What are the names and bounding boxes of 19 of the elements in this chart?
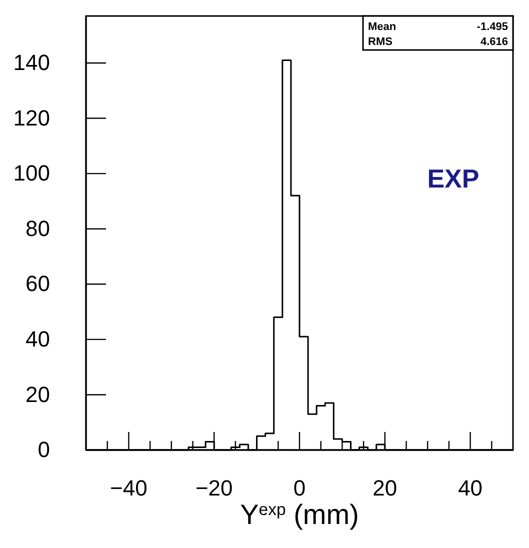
y-tick-label: 140 bbox=[13, 50, 50, 76]
x-tick-label: 40 bbox=[458, 476, 483, 501]
y-tick-label: 20 bbox=[26, 382, 50, 407]
y-tick-label: 0 bbox=[38, 437, 50, 462]
x-tick-label: 20 bbox=[372, 476, 398, 501]
y-tick-label: 100 bbox=[13, 160, 50, 186]
annotation: -1.495 bbox=[476, 21, 508, 33]
x-tick-label: 0 bbox=[293, 476, 306, 501]
y-tick-label: 80 bbox=[26, 216, 50, 241]
y-tick-label: 120 bbox=[13, 105, 50, 130]
annotation: EXP bbox=[427, 163, 480, 194]
annotation: 4.616 bbox=[480, 36, 508, 48]
annotation: RMS bbox=[368, 36, 392, 48]
x-tick-label: −20 bbox=[195, 476, 233, 501]
x-tick-label: −40 bbox=[110, 476, 148, 501]
x-axis-title: Y$^{exp}$ (mm) bbox=[240, 499, 359, 530]
y-tick-label: 40 bbox=[26, 326, 50, 352]
annotation: Mean bbox=[368, 21, 396, 33]
y-tick-label: 60 bbox=[26, 271, 50, 296]
